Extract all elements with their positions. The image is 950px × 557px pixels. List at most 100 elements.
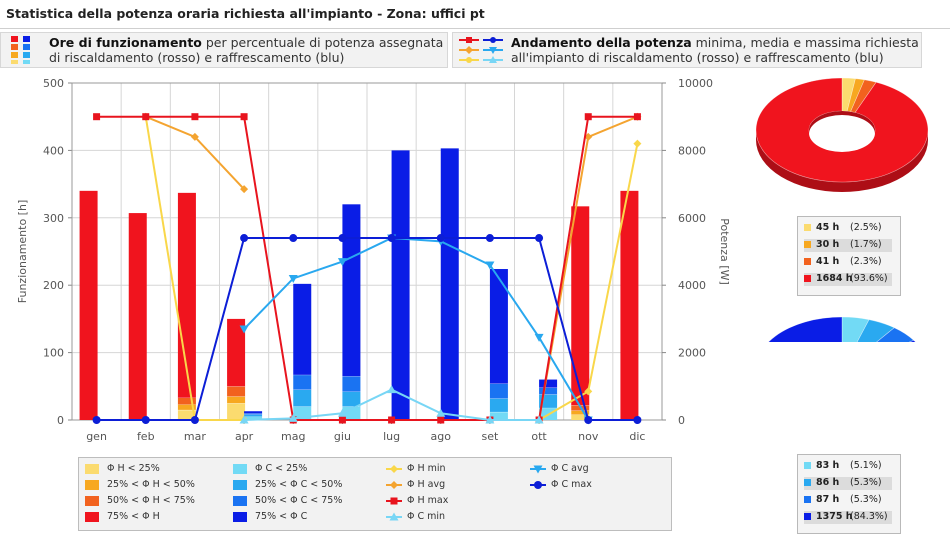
legend-label: 50% < Φ C < 75% <box>255 495 343 506</box>
x-tick-label: gen <box>86 430 107 443</box>
x-tick-label: apr <box>235 430 254 443</box>
bar-segment <box>571 414 590 420</box>
legend-label: 25% < Φ H < 50% <box>107 479 195 490</box>
bar-segment <box>620 190 639 420</box>
legend-label: 25% < Φ C < 50% <box>255 479 343 490</box>
x-tick-label: giu <box>334 430 351 443</box>
pie-legend-swatch <box>804 241 811 248</box>
legend-swatch <box>85 480 99 490</box>
pie-heating-legend: 45 h (2.5%) 30 h (1.7%) 41 h (2.3%) 1684 h (93.… <box>797 216 901 296</box>
series-marker <box>485 415 495 424</box>
x-tick-label: ago <box>431 430 452 443</box>
bar-segment <box>227 386 246 397</box>
cooling-bars <box>244 148 558 420</box>
line-series <box>239 385 544 424</box>
series-marker <box>437 416 445 424</box>
x-tick-label: lug <box>383 430 400 443</box>
series-marker <box>240 185 249 194</box>
bar-segment <box>539 387 558 395</box>
pie-legend-pct: (93.6%) <box>850 273 888 284</box>
pie-legend-row: 87 h (5.3%) <box>804 494 892 507</box>
bar-segment <box>293 389 312 407</box>
pie-slice <box>876 327 915 342</box>
pie-legend-hours: 86 h <box>816 477 840 488</box>
hours-icon <box>11 36 30 64</box>
bar-segment <box>391 150 410 420</box>
header-power-rest2: all'impianto di riscaldamento (rosso) e … <box>511 50 884 65</box>
series-marker <box>584 113 592 121</box>
bar-segment <box>177 397 196 405</box>
pie-legend-pct: (1.7%) <box>850 239 882 250</box>
bar-segment <box>244 411 263 414</box>
bar-segment <box>128 213 147 420</box>
series-marker <box>388 416 396 424</box>
legend-label: Φ C min <box>407 511 446 522</box>
pie-hole-wall <box>809 111 875 134</box>
legend-label: Φ C avg <box>551 463 589 474</box>
bar-segment <box>244 414 263 417</box>
legend-line-swatch <box>530 465 546 474</box>
heating-bars <box>79 190 639 420</box>
legend-label: Φ C max <box>551 479 592 490</box>
pie-legend-swatch <box>804 462 811 469</box>
pie-side <box>756 130 928 192</box>
bar-segment <box>293 374 312 390</box>
pie-legend-swatch <box>804 275 811 282</box>
pie-legend-row: 1375 h (84.3%) <box>804 511 892 524</box>
y-tick-label: 500 <box>43 77 64 90</box>
x-tick-label: feb <box>137 430 155 443</box>
x-axis: gen feb mar apr mag giu lug ago set ott nov dic <box>86 420 645 443</box>
legend-swatch <box>233 496 247 506</box>
pie-legend-hours: 1684 h <box>816 273 853 284</box>
power-trend-icon <box>459 37 503 63</box>
legend-line-swatch <box>386 497 402 505</box>
bar-segment <box>342 376 361 392</box>
pie-legend-swatch <box>804 224 811 231</box>
bar-segment <box>489 383 508 399</box>
series-marker <box>337 258 347 267</box>
pie-legend-hours: 30 h <box>816 239 840 250</box>
pie-slice <box>768 316 916 342</box>
series-marker <box>239 415 249 424</box>
bar-segment <box>571 410 590 415</box>
pie-cooling <box>768 316 916 342</box>
bar-segment <box>79 190 98 420</box>
series-marker <box>485 234 494 243</box>
pie-legend-hours: 1375 h <box>816 511 853 522</box>
x-tick-label: mar <box>184 430 206 443</box>
legend-marker <box>390 481 398 489</box>
legend-swatch <box>233 480 247 490</box>
series-marker <box>633 113 641 121</box>
series-line <box>145 115 245 190</box>
title-divider <box>0 28 950 29</box>
pie-legend-hours: 41 h <box>816 256 840 267</box>
header-power-rest1: minima, media e massima richiesta <box>691 35 919 50</box>
pie-cooling-legend: 83 h (5.1%) 86 h (5.3%) 87 h (5.3%) 1375 h (84.… <box>797 454 901 534</box>
bar-segment <box>177 409 196 420</box>
y2-tick-label: 2000 <box>678 347 706 360</box>
x-tick-label: ott <box>531 430 547 443</box>
page-title: Statistica della potenza oraria richiest… <box>6 6 485 21</box>
series-marker <box>191 113 199 121</box>
series-marker <box>485 261 495 270</box>
series-marker <box>289 234 298 243</box>
legend-swatch <box>233 512 247 522</box>
bar-segment <box>342 406 361 420</box>
legend-swatch <box>85 496 99 506</box>
series-marker <box>93 113 101 121</box>
pie-legend-swatch <box>804 496 811 503</box>
series-marker <box>239 325 249 334</box>
series-marker <box>288 274 298 283</box>
legend-marker <box>390 497 398 505</box>
series-marker <box>584 416 593 424</box>
legend-label: Φ C < 25% <box>255 463 308 474</box>
bar-segment <box>227 396 246 404</box>
pie-legend-pct: (84.3%) <box>850 511 888 522</box>
legend-swatch <box>233 464 247 474</box>
legend-label: Φ H avg <box>407 479 446 490</box>
header-power: Andamento della potenza minima, media e … <box>452 32 922 68</box>
pie-legend-row: 1684 h (93.6%) <box>804 273 892 286</box>
legend-marker <box>534 481 542 489</box>
series-marker <box>436 234 445 243</box>
series-marker <box>584 387 593 396</box>
